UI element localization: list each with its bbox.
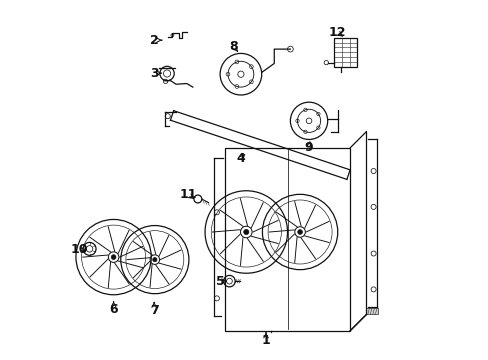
Circle shape [243, 229, 248, 235]
Text: 2: 2 [149, 33, 158, 47]
Text: 3: 3 [149, 67, 158, 80]
Bar [366, 308, 377, 315]
Circle shape [152, 257, 157, 262]
Text: 1: 1 [261, 334, 270, 347]
Text: 4: 4 [236, 152, 245, 165]
Circle shape [297, 230, 302, 234]
Circle shape [237, 71, 244, 77]
Text: 7: 7 [149, 305, 158, 318]
Circle shape [305, 118, 311, 123]
Text: 5: 5 [215, 275, 224, 288]
Circle shape [111, 255, 116, 260]
Text: 8: 8 [229, 40, 238, 53]
Text: 9: 9 [304, 141, 312, 154]
Bar [333, 38, 357, 67]
Text: 6: 6 [109, 303, 118, 316]
Text: 10: 10 [70, 243, 87, 256]
Text: 12: 12 [327, 26, 345, 39]
Text: 11: 11 [179, 188, 196, 201]
